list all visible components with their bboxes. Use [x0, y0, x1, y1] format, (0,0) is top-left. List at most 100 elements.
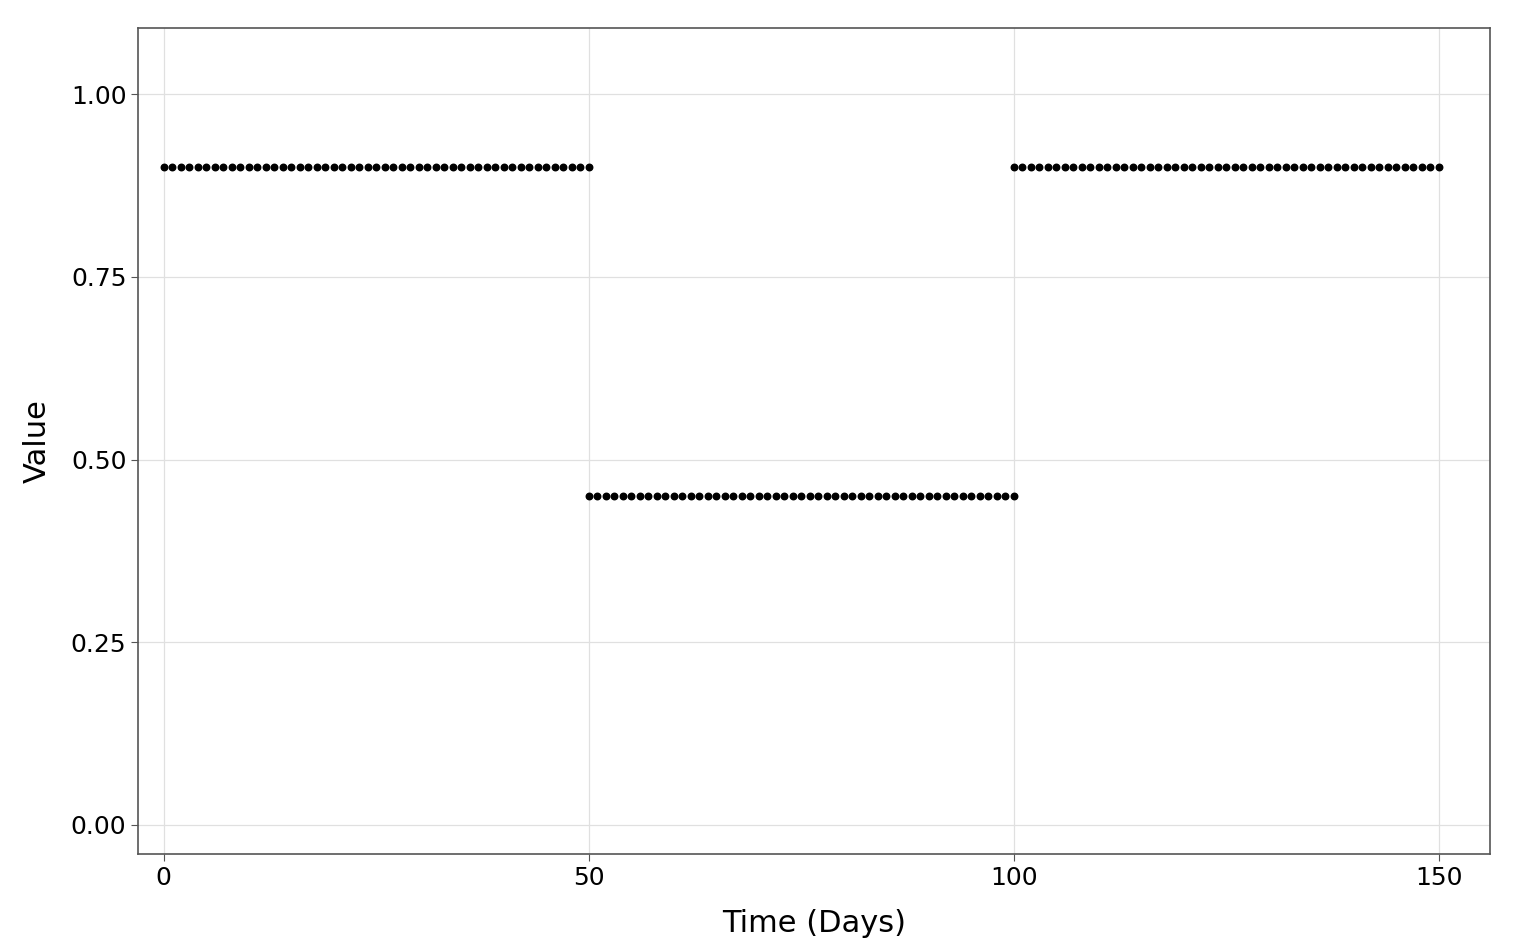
Point	[1197, 159, 1221, 175]
Point	[1223, 159, 1247, 175]
Point	[1086, 159, 1111, 175]
Point	[994, 489, 1018, 504]
Point	[951, 489, 975, 504]
Point	[730, 489, 754, 504]
Point	[1180, 159, 1204, 175]
Point	[441, 159, 465, 175]
Point	[737, 489, 762, 504]
Point	[823, 489, 848, 504]
Point	[1273, 159, 1298, 175]
Point	[424, 159, 449, 175]
Point	[280, 159, 304, 175]
Point	[1206, 159, 1230, 175]
X-axis label: Time (Days): Time (Days)	[722, 909, 906, 939]
Point	[1401, 159, 1425, 175]
Point	[1035, 159, 1060, 175]
Point	[1069, 159, 1094, 175]
Point	[177, 159, 201, 175]
Point	[1290, 159, 1315, 175]
Point	[263, 159, 287, 175]
Point	[1112, 159, 1137, 175]
Point	[670, 489, 694, 504]
Point	[1230, 159, 1255, 175]
Point	[814, 489, 839, 504]
Point	[270, 159, 295, 175]
Point	[1256, 159, 1281, 175]
Point	[1011, 159, 1035, 175]
Point	[1052, 159, 1077, 175]
Point	[244, 159, 269, 175]
Point	[908, 489, 932, 504]
Point	[662, 489, 687, 504]
Point	[593, 489, 617, 504]
Point	[975, 489, 1000, 504]
Point	[525, 159, 550, 175]
Point	[253, 159, 278, 175]
Point	[1266, 159, 1290, 175]
Point	[1307, 159, 1332, 175]
Point	[559, 159, 584, 175]
Point	[900, 489, 925, 504]
Point	[1384, 159, 1409, 175]
Point	[458, 159, 482, 175]
Point	[492, 159, 516, 175]
Point	[720, 489, 745, 504]
Point	[619, 489, 644, 504]
Point	[703, 489, 728, 504]
Point	[891, 489, 915, 504]
Point	[1333, 159, 1358, 175]
Point	[1283, 159, 1307, 175]
Point	[883, 489, 908, 504]
Point	[227, 159, 252, 175]
Point	[713, 489, 737, 504]
Point	[398, 159, 422, 175]
Point	[653, 489, 677, 504]
Point	[313, 159, 338, 175]
Point	[1155, 159, 1180, 175]
Point	[679, 489, 703, 504]
Point	[968, 489, 992, 504]
Point	[1341, 159, 1366, 175]
Point	[194, 159, 218, 175]
Point	[338, 159, 362, 175]
Point	[806, 489, 831, 504]
Point	[1044, 159, 1069, 175]
Point	[551, 159, 576, 175]
Point	[390, 159, 415, 175]
Point	[1367, 159, 1392, 175]
Point	[1138, 159, 1163, 175]
Point	[942, 489, 966, 504]
Point	[381, 159, 406, 175]
Point	[1163, 159, 1187, 175]
Point	[373, 159, 398, 175]
Point	[508, 159, 533, 175]
Point	[465, 159, 490, 175]
Point	[475, 159, 499, 175]
Point	[628, 489, 653, 504]
Point	[1410, 159, 1435, 175]
Point	[1240, 159, 1264, 175]
Point	[831, 489, 856, 504]
Point	[917, 489, 942, 504]
Point	[958, 489, 983, 504]
Point	[1316, 159, 1341, 175]
Point	[687, 489, 711, 504]
Point	[1213, 159, 1238, 175]
Point	[602, 489, 627, 504]
Point	[576, 159, 601, 175]
Point	[568, 159, 593, 175]
Point	[542, 159, 567, 175]
Point	[797, 489, 822, 504]
Point	[330, 159, 355, 175]
Point	[1299, 159, 1324, 175]
Point	[152, 159, 177, 175]
Point	[1018, 159, 1043, 175]
Point	[1189, 159, 1213, 175]
Point	[210, 159, 235, 175]
Point	[756, 489, 780, 504]
Point	[432, 159, 456, 175]
Point	[321, 159, 346, 175]
Point	[355, 159, 379, 175]
Point	[1146, 159, 1170, 175]
Y-axis label: Value: Value	[23, 400, 51, 483]
